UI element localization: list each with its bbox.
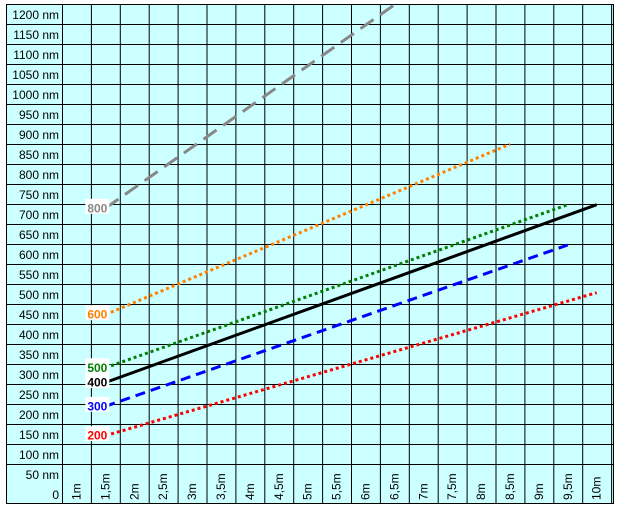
y-tick-label: 150 nm	[19, 428, 59, 442]
series-label-box	[85, 396, 110, 412]
x-tick-label: 1m	[69, 483, 83, 500]
x-tick-label: 2m	[127, 483, 141, 500]
x-tick-label: 3m	[185, 483, 199, 500]
x-tick-label: 4m	[243, 483, 257, 500]
y-tick-label: 300 nm	[19, 368, 59, 382]
series-label: 600	[87, 308, 107, 322]
y-tick-label: 800 nm	[19, 168, 59, 182]
series-label: 800	[87, 201, 107, 215]
x-tick-label: 9m	[532, 483, 546, 500]
y-tick-label: 350 nm	[19, 348, 59, 362]
series-line-500	[104, 203, 569, 370]
y-tick-label: 550 nm	[19, 268, 59, 282]
x-tick-label: 8,5m	[503, 473, 517, 500]
y-tick-label: 1150 nm	[13, 28, 59, 42]
series-line-800	[104, 3, 396, 210]
y-tick-label: 700 nm	[19, 208, 59, 222]
series-label: 200	[87, 429, 107, 443]
series-line-300	[104, 243, 569, 408]
x-tick-label: 3,5m	[214, 473, 228, 500]
series-label-box	[85, 198, 110, 214]
series-label: 400	[87, 376, 107, 390]
x-tick-label: 7m	[416, 483, 430, 500]
series-label: 500	[87, 361, 107, 375]
series-line-200	[104, 291, 598, 438]
y-tick-label: 850 nm	[19, 148, 59, 162]
series-label-box	[85, 373, 110, 388]
series-line-400	[104, 203, 598, 384]
series-label-box	[85, 305, 110, 321]
x-tick-label: 2,5m	[156, 473, 170, 500]
x-tick-label: 10m	[590, 477, 604, 500]
x-tick-label: 9,5m	[561, 473, 575, 500]
y-tick-label: 750 nm	[19, 188, 59, 202]
y-tick-label: 50 nm	[26, 468, 59, 482]
x-tick-label: 8m	[474, 483, 488, 500]
plot-background	[6, 4, 614, 504]
series-line-600	[104, 142, 511, 317]
y-tick-label: 250 nm	[19, 388, 59, 402]
series-label-box	[85, 358, 110, 374]
y-tick-label: 1100 nm	[13, 48, 59, 62]
x-tick-label: 6m	[358, 483, 372, 500]
y-tick-label: 200 nm	[19, 408, 59, 422]
x-tick-label: 5,5m	[330, 473, 344, 500]
y-tick-label: 450 nm	[19, 308, 59, 322]
y-tick-label: 0	[52, 488, 59, 502]
x-tick-label: 4,5m	[272, 473, 286, 500]
y-tick-label: 500 nm	[19, 288, 59, 302]
y-tick-label: 400 nm	[19, 328, 59, 342]
series-label-box	[85, 426, 110, 442]
x-tick-label: 1,5m	[98, 473, 112, 500]
x-tick-label: 6,5m	[387, 473, 401, 500]
y-tick-label: 1050 nm	[12, 68, 59, 82]
series-label: 300	[87, 399, 107, 413]
y-tick-label: 950 nm	[19, 108, 59, 122]
y-tick-label: 1200 nm	[12, 8, 59, 22]
y-tick-label: 650 nm	[19, 228, 59, 242]
y-tick-label: 900 nm	[19, 128, 59, 142]
x-tick-label: 5m	[301, 483, 315, 500]
x-tick-label: 7,5m	[445, 473, 459, 500]
y-tick-label: 100 nm	[19, 448, 59, 462]
plot-frame	[6, 4, 614, 504]
y-tick-label: 600 nm	[19, 248, 59, 262]
y-tick-label: 1000 nm	[12, 88, 59, 102]
